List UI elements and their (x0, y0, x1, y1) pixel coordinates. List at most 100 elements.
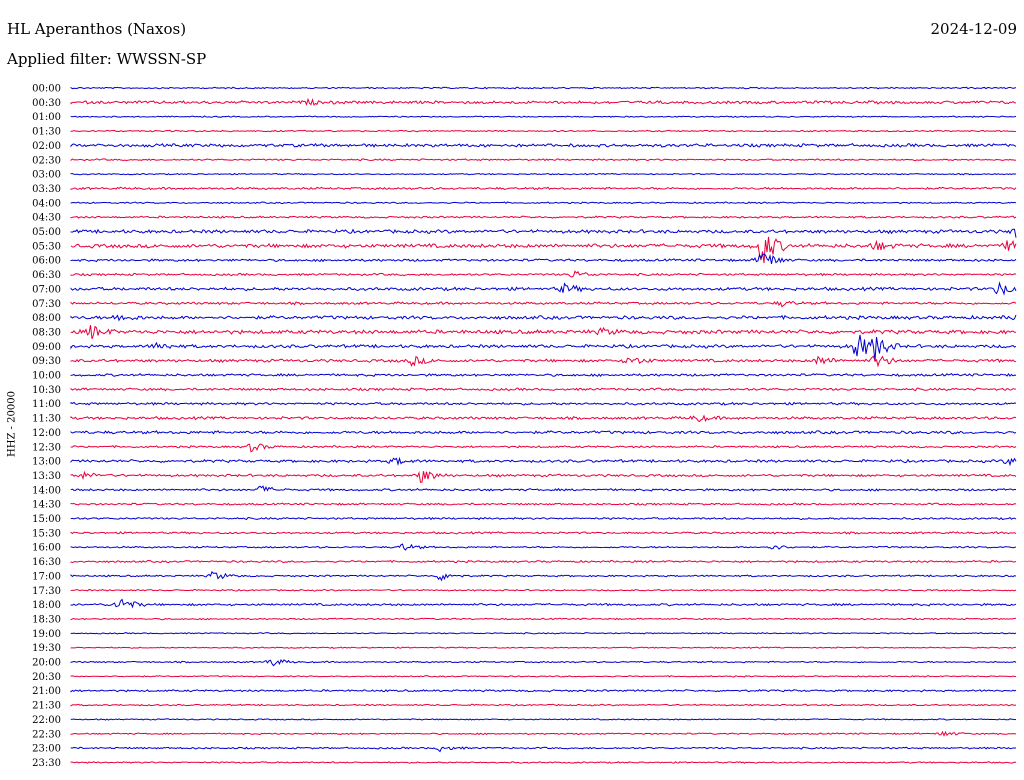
time-tick-label: 09:00 (32, 342, 61, 353)
time-tick-label: 19:30 (32, 643, 61, 654)
trace-row-0030 (70, 97, 1017, 106)
trace-row-0200 (70, 142, 1017, 148)
time-tick-label: 18:30 (32, 614, 61, 625)
time-tick-label: 09:30 (32, 356, 61, 367)
trace-row-0330 (70, 186, 1017, 191)
trace-row-0300 (70, 172, 1017, 176)
time-tick-labels: 00:00 00:30 01:00 01:30 02:00 02:30 03:00 03:30… (32, 84, 61, 769)
time-tick-label: 11:30 (32, 414, 61, 425)
time-tick-label: 16:30 (32, 557, 61, 568)
trace-row-0730 (70, 300, 1017, 308)
time-tick-label: 21:30 (32, 701, 61, 712)
time-tick-label: 22:30 (32, 729, 61, 740)
trace-row-0130 (70, 129, 1017, 133)
trace-row-1100 (70, 401, 1017, 406)
time-tick-label: 18:00 (32, 600, 61, 611)
trace-row-0500 (70, 228, 1017, 238)
time-tick-label: 17:00 (32, 571, 61, 582)
trace-row-0830 (70, 325, 1017, 340)
time-tick-label: 04:00 (32, 198, 61, 209)
station-title: HL Aperanthos (Naxos) (7, 20, 187, 38)
trace-row-1900 (70, 632, 1017, 635)
trace-row-2300 (70, 746, 1017, 753)
time-tick-label: 14:30 (32, 500, 61, 511)
time-tick-label: 10:00 (32, 371, 61, 382)
trace-row-1200 (70, 429, 1017, 435)
trace-row-0430 (70, 215, 1017, 219)
trace-row-2030 (70, 675, 1017, 678)
time-tick-label: 02:30 (32, 155, 61, 166)
time-tick-label: 00:30 (32, 98, 61, 109)
trace-row-2130 (70, 703, 1017, 707)
trace-row-0900 (70, 334, 1017, 362)
time-tick-label: 03:30 (32, 184, 61, 195)
time-tick-label: 00:00 (32, 84, 61, 95)
trace-row-0100 (70, 115, 1017, 118)
trace-row-2000 (70, 658, 1017, 667)
trace-row-1830 (70, 617, 1017, 621)
trace-row-0530 (70, 236, 1017, 264)
time-tick-label: 07:30 (32, 299, 61, 310)
time-tick-label: 08:00 (32, 313, 61, 324)
time-tick-label: 17:30 (32, 586, 61, 597)
trace-row-2100 (70, 688, 1017, 693)
time-tick-label: 06:00 (32, 256, 61, 267)
time-tick-label: 23:00 (32, 744, 61, 755)
trace-row-1630 (70, 559, 1017, 564)
trace-row-0700 (70, 281, 1017, 296)
time-tick-label: 12:00 (32, 428, 61, 439)
time-tick-label: 11:00 (32, 399, 61, 410)
trace-row-1330 (70, 470, 1017, 483)
filter-label: Applied filter: WWSSN-SP (7, 50, 207, 68)
trace-row-0230 (70, 158, 1017, 162)
trace-row-1030 (70, 387, 1017, 392)
seismogram-traces (70, 86, 1017, 764)
time-tick-label: 01:00 (32, 112, 61, 123)
time-tick-label: 07:00 (32, 284, 61, 295)
time-tick-label: 16:00 (32, 543, 61, 554)
time-tick-label: 01:30 (32, 127, 61, 138)
trace-row-0000 (70, 86, 1017, 90)
trace-row-1230 (70, 443, 1017, 453)
time-tick-label: 10:30 (32, 385, 61, 396)
trace-row-1130 (70, 414, 1017, 423)
time-tick-label: 22:00 (32, 715, 61, 726)
trace-row-1930 (70, 646, 1017, 649)
time-tick-label: 20:30 (32, 672, 61, 683)
time-tick-label: 08:30 (32, 327, 61, 338)
trace-row-1500 (70, 516, 1017, 521)
trace-row-2330 (70, 761, 1017, 764)
time-tick-label: 04:30 (32, 213, 61, 224)
trace-row-1300 (70, 456, 1017, 467)
trace-row-1730 (70, 588, 1017, 592)
time-tick-label: 14:00 (32, 485, 61, 496)
trace-row-0630 (70, 270, 1017, 278)
trace-row-1400 (70, 485, 1017, 492)
trace-row-1800 (70, 598, 1017, 609)
time-tick-label: 12:30 (32, 442, 61, 453)
trace-row-1530 (70, 531, 1017, 535)
trace-row-2230 (70, 730, 1017, 737)
trace-row-0930 (70, 355, 1017, 368)
time-tick-label: 05:00 (32, 227, 61, 238)
trace-row-1430 (70, 502, 1017, 506)
time-tick-label: 06:30 (32, 270, 61, 281)
time-tick-label: 13:00 (32, 457, 61, 468)
time-tick-label: 15:30 (32, 528, 61, 539)
time-tick-label: 03:00 (32, 170, 61, 181)
time-tick-label: 05:30 (32, 241, 61, 252)
time-tick-label: 19:00 (32, 629, 61, 640)
date-label: 2024-12-09 (930, 20, 1017, 38)
trace-row-2200 (70, 718, 1017, 721)
time-tick-label: 21:00 (32, 686, 61, 697)
trace-row-1000 (70, 372, 1017, 378)
trace-row-0400 (70, 201, 1017, 205)
trace-row-1700 (70, 570, 1017, 582)
time-tick-label: 15:00 (32, 514, 61, 525)
time-tick-label: 13:30 (32, 471, 61, 482)
time-tick-label: 02:00 (32, 141, 61, 152)
time-tick-label: 20:00 (32, 658, 61, 669)
time-tick-label: 23:30 (32, 758, 61, 769)
trace-row-0600 (70, 253, 1017, 265)
